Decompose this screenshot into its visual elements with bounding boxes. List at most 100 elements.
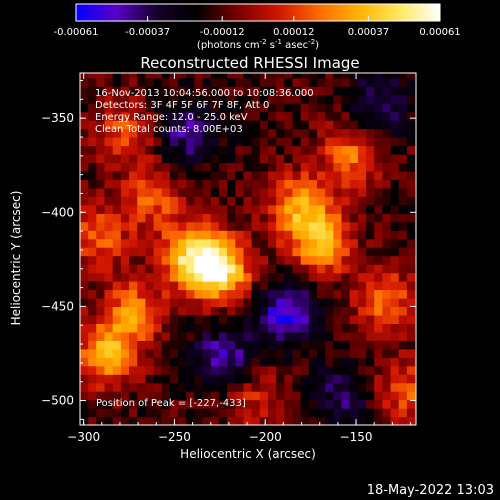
heatmap-cell [406,238,416,248]
heatmap-cell [88,348,97,358]
heatmap-cell [137,348,146,358]
heatmap-cell [202,137,212,147]
heatmap-cell [349,162,359,172]
heatmap-cell [161,196,171,206]
heatmap-cell [357,145,367,155]
heatmap-cell [202,289,212,299]
heatmap-cell [218,340,228,350]
heatmap-cell [80,314,89,324]
heatmap-cell [235,187,245,197]
heatmap-cell [259,230,269,240]
heatmap-cell [194,289,204,299]
heatmap-cell [349,314,359,324]
heatmap-cell [325,399,334,409]
heatmap-cell [202,281,212,291]
heatmap-cell [374,179,383,189]
heatmap-cell [308,331,318,341]
heatmap-cell [96,94,106,104]
heatmap-cell [317,399,326,409]
heatmap-cell [382,264,392,274]
heatmap-cell [390,94,400,104]
heatmap-cell [268,137,277,147]
heatmap-cell [300,348,310,358]
heatmap-cell [169,103,179,113]
heatmap-cell [325,128,334,138]
heatmap-cell [80,73,89,79]
heatmap-cell [104,314,114,324]
heatmap-cell [80,348,89,358]
heatmap-cell [349,264,359,274]
heatmap-cell [317,145,326,155]
heatmap-cell [382,230,392,240]
heatmap-cell [243,86,253,96]
heatmap-cell [325,196,334,206]
heatmap-cell [317,111,326,121]
heatmap-cell [137,365,146,375]
heatmap-cell [202,306,212,316]
heatmap-cell [80,111,89,121]
heatmap-cell [145,213,155,223]
heatmap-cell [218,365,228,375]
heatmap-cell [349,382,359,392]
heatmap-cell [300,73,310,79]
heatmap-cell [390,162,400,172]
heatmap-cell [161,314,171,324]
heatmap-cell [284,399,294,409]
heatmap-cell [169,306,179,316]
heatmap-cell [129,416,138,425]
heatmap-cell [325,281,334,291]
heatmap-cell [333,73,343,79]
heatmap-cell [243,213,253,223]
heatmap-cell [227,365,236,375]
heatmap-cell [186,314,195,324]
heatmap-cell [292,120,302,130]
heatmap-cell [153,153,163,163]
heatmap-cell [186,399,195,409]
heatmap-cell [300,255,310,265]
heatmap-cell [129,340,138,350]
heatmap-cell [96,391,106,401]
heatmap-cell [406,73,416,79]
heatmap-cell [317,204,326,214]
heatmap-cell [137,111,146,121]
heatmap-cell [145,187,155,197]
heatmap-cell [284,331,294,341]
heatmap-cell [341,357,351,367]
heatmap-cell [186,255,195,265]
heatmap-cell [161,111,171,121]
heatmap-cell [194,153,204,163]
heatmap-cell [317,137,326,147]
heatmap-cell [202,145,212,155]
heatmap-cell [300,281,310,291]
heatmap-cell [218,391,228,401]
heatmap-cell [178,221,187,231]
heatmap-cell [349,221,359,231]
heatmap-cell [112,213,122,223]
heatmap-cell [259,399,269,409]
heatmap-cell [333,357,343,367]
heatmap-cell [178,289,187,299]
heatmap-cell [308,196,318,206]
x-tick-label: −150 [340,430,373,444]
heatmap-cell [259,73,269,79]
colorbar-ticks: -0.00061 -0.00037 -0.00012 0.00012 0.00037 0.… [54,16,461,38]
heatmap-cell [357,187,367,197]
heatmap-cell [161,179,171,189]
heatmap-cell [129,77,138,87]
heatmap-cell [357,153,367,163]
heatmap-cell [259,297,269,307]
heatmap-cell [210,340,220,350]
heatmap-cell [186,162,195,172]
heatmap-cell [390,365,400,375]
heatmap-cell [202,374,212,384]
heatmap-cell [259,94,269,104]
heatmap-cell [227,94,236,104]
heatmap-cell [120,137,130,147]
heatmap-cell [349,238,359,248]
heatmap-cell [366,120,375,130]
heatmap-cell [251,128,261,138]
heatmap-cell [120,73,130,79]
heatmap-cell [169,230,179,240]
heatmap-cell [153,73,163,79]
heatmap-cell [88,103,97,113]
